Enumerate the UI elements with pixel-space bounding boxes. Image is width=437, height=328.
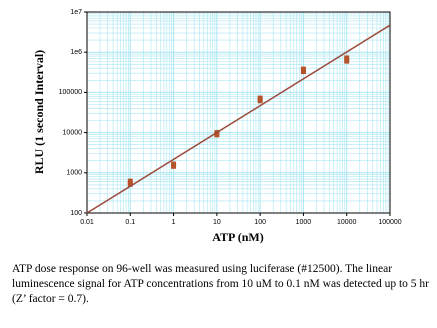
x-tick-label: 0.1 <box>125 219 135 226</box>
data-point <box>127 178 133 184</box>
x-axis-label: ATP (nM) <box>212 230 263 244</box>
x-tick-label: 100 <box>254 219 266 226</box>
data-point <box>257 98 263 104</box>
data-point <box>344 58 350 64</box>
y-tick-label: 100000 <box>59 89 82 96</box>
x-tick-label: 0.01 <box>80 219 94 226</box>
x-tick-label: 1000 <box>296 219 312 226</box>
y-axis-label: RLU (1 second Interval) <box>32 50 46 174</box>
y-tick-label: 100 <box>70 210 82 217</box>
y-tick-label: 1e7 <box>70 9 82 16</box>
x-tick-label: 10 <box>213 219 221 226</box>
y-tick-label: 1000 <box>66 170 82 177</box>
plot-frame <box>86 11 391 214</box>
x-tick-label: 1 <box>172 219 176 226</box>
chart: ATP (nM) RLU (1 second Interval) 0.01 0.1… <box>32 9 402 244</box>
fit-line <box>86 24 391 214</box>
y-tick-label: 1e6 <box>70 49 82 56</box>
data-point <box>300 66 306 72</box>
x-tick-label: 100000 <box>378 219 401 226</box>
data-point <box>344 55 350 61</box>
data-point <box>171 161 177 167</box>
y-tick-label: 10000 <box>63 129 83 136</box>
data-point <box>257 95 263 101</box>
caption: ATP dose response on 96-well was measure… <box>12 263 429 305</box>
x-tick-label: 10000 <box>337 219 357 226</box>
data-point <box>127 181 133 187</box>
